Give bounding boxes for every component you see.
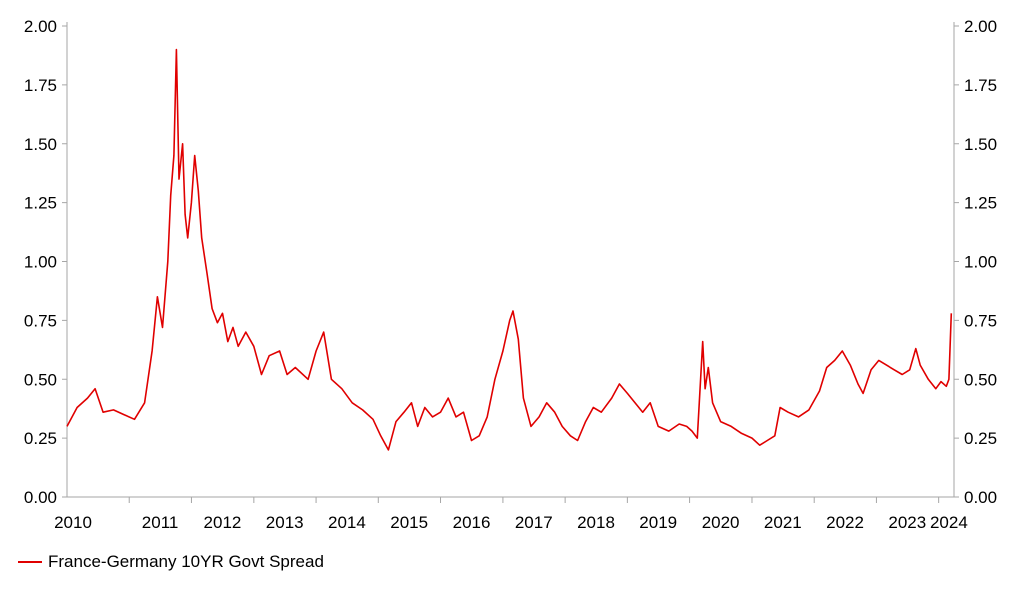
x-tick-label: 2016 — [453, 513, 491, 532]
x-tick-label: 2010 — [54, 513, 92, 532]
x-tick-label: 2023 — [888, 513, 926, 532]
x-ticks: 2010 2011 2012 2013 2014 2015 2016 2017 2018 2019… — [54, 497, 968, 532]
x-tick-label: 2020 — [702, 513, 740, 532]
x-tick-label: 2019 — [639, 513, 677, 532]
y-ticks: 0.00 0.00 0.25 0.25 0.50 0.50 0.75 0.75 1.00 1.00… — [24, 17, 997, 507]
y-tick-label-right: 1.75 — [964, 76, 997, 95]
y-tick-label-right: 2.00 — [964, 17, 997, 36]
x-tick-label: 2022 — [826, 513, 864, 532]
y-tick-label-left: 0.00 — [24, 488, 57, 507]
y-tick-label-left: 0.25 — [24, 429, 57, 448]
x-tick-label: 2017 — [515, 513, 553, 532]
legend-label: France-Germany 10YR Govt Spread — [48, 552, 324, 571]
legend-swatch — [18, 561, 42, 563]
chart-svg: 0.00 0.00 0.25 0.25 0.50 0.50 0.75 0.75 1.00 1.00… — [24, 17, 997, 532]
x-tick-label: 2015 — [390, 513, 428, 532]
y-tick-label-left: 0.75 — [24, 311, 57, 330]
x-tick-label: 2012 — [204, 513, 242, 532]
y-tick-label-left: 1.75 — [24, 76, 57, 95]
x-tick-label: 2018 — [577, 513, 615, 532]
x-tick-label: 2024 — [930, 513, 968, 532]
y-tick-label-right: 0.75 — [964, 311, 997, 330]
y-tick-label-right: 0.25 — [964, 429, 997, 448]
x-tick-label: 2013 — [266, 513, 304, 532]
y-tick-label-right: 1.00 — [964, 253, 997, 272]
y-tick-label-right: 1.25 — [964, 194, 997, 213]
y-tick-label-right: 0.50 — [964, 370, 997, 389]
series-layer — [66, 48, 953, 451]
x-tick-label: 2021 — [764, 513, 802, 532]
x-tick-label: 2011 — [142, 513, 179, 532]
y-tick-label-left: 1.25 — [24, 194, 57, 213]
y-tick-label-right: 1.50 — [964, 135, 997, 154]
y-tick-label-left: 0.50 — [24, 370, 57, 389]
y-tick-label-left: 1.50 — [24, 135, 57, 154]
y-tick-label-left: 2.00 — [24, 17, 57, 36]
y-tick-label-right: 0.00 — [964, 488, 997, 507]
series-line — [66, 48, 953, 451]
y-tick-label-left: 1.00 — [24, 253, 57, 272]
x-tick-label: 2014 — [328, 513, 366, 532]
legend: France-Germany 10YR Govt Spread — [18, 552, 324, 572]
